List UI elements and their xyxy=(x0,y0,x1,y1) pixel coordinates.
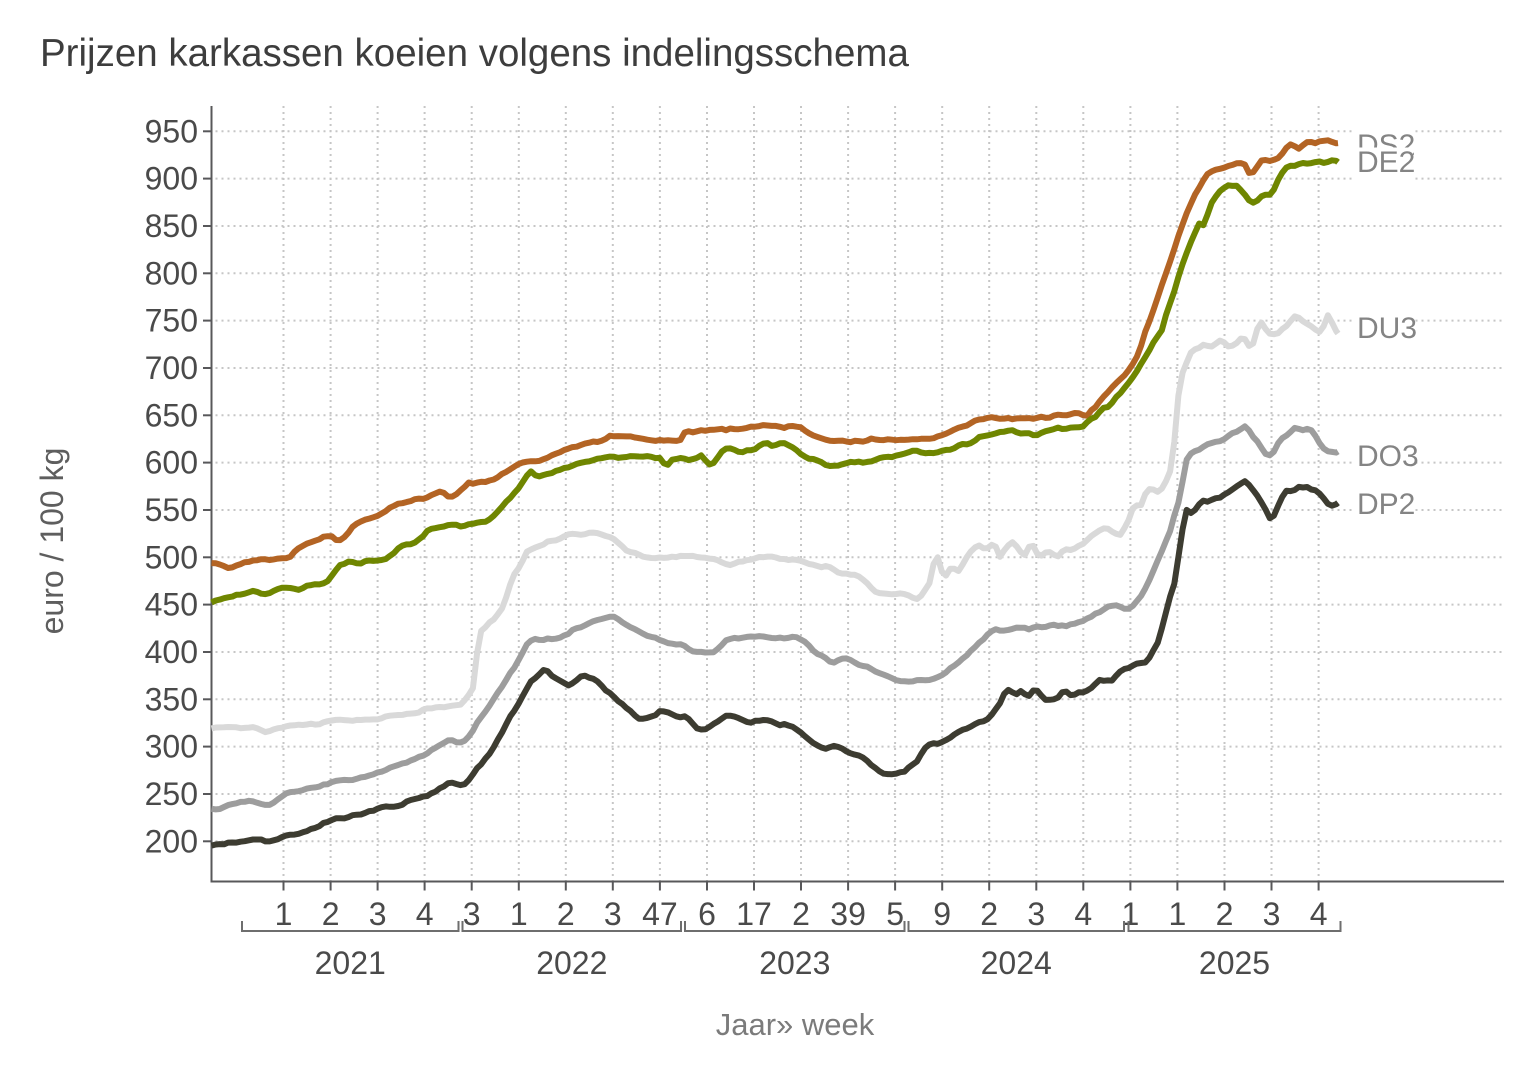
svg-text:200: 200 xyxy=(145,823,198,859)
svg-text:2023: 2023 xyxy=(759,945,830,981)
svg-text:2021: 2021 xyxy=(315,945,386,981)
svg-text:3: 3 xyxy=(369,896,387,932)
svg-text:1: 1 xyxy=(1169,896,1187,932)
svg-text:600: 600 xyxy=(145,445,198,481)
svg-text:750: 750 xyxy=(145,303,198,339)
svg-text:3: 3 xyxy=(1263,896,1281,932)
svg-text:800: 800 xyxy=(145,255,198,291)
svg-text:2: 2 xyxy=(557,896,575,932)
svg-text:DU3: DU3 xyxy=(1357,312,1417,345)
svg-text:17: 17 xyxy=(736,896,772,932)
svg-text:Jaar» week: Jaar» week xyxy=(716,1007,875,1042)
svg-text:350: 350 xyxy=(145,681,198,717)
svg-text:47: 47 xyxy=(642,896,678,932)
svg-text:2: 2 xyxy=(980,896,998,932)
svg-text:500: 500 xyxy=(145,539,198,575)
svg-text:DO3: DO3 xyxy=(1357,440,1419,473)
svg-text:400: 400 xyxy=(145,634,198,670)
svg-text:DP2: DP2 xyxy=(1357,488,1415,521)
svg-text:300: 300 xyxy=(145,729,198,765)
svg-text:Prijzen karkassen koeien volge: Prijzen karkassen koeien volgens indelin… xyxy=(40,32,909,75)
svg-text:1: 1 xyxy=(1122,896,1140,932)
svg-text:5: 5 xyxy=(886,896,904,932)
svg-text:2: 2 xyxy=(1216,896,1234,932)
svg-text:2: 2 xyxy=(322,896,340,932)
svg-text:250: 250 xyxy=(145,776,198,812)
svg-text:3: 3 xyxy=(463,896,481,932)
svg-text:900: 900 xyxy=(145,161,198,197)
svg-text:550: 550 xyxy=(145,492,198,528)
svg-text:700: 700 xyxy=(145,350,198,386)
svg-text:1: 1 xyxy=(275,896,293,932)
svg-text:3: 3 xyxy=(1027,896,1045,932)
svg-text:DE2: DE2 xyxy=(1357,146,1415,179)
svg-text:3: 3 xyxy=(604,896,622,932)
svg-text:9: 9 xyxy=(933,896,951,932)
svg-text:4: 4 xyxy=(1310,896,1328,932)
svg-text:euro / 100 kg: euro / 100 kg xyxy=(34,448,70,635)
svg-text:39: 39 xyxy=(830,896,866,932)
svg-text:2022: 2022 xyxy=(536,945,607,981)
svg-text:4: 4 xyxy=(1074,896,1092,932)
svg-text:850: 850 xyxy=(145,208,198,244)
svg-text:1: 1 xyxy=(510,896,528,932)
svg-text:2024: 2024 xyxy=(981,945,1052,981)
svg-text:450: 450 xyxy=(145,587,198,623)
svg-text:2025: 2025 xyxy=(1199,945,1270,981)
svg-text:2: 2 xyxy=(792,896,810,932)
svg-text:650: 650 xyxy=(145,397,198,433)
svg-text:6: 6 xyxy=(698,896,716,932)
svg-text:4: 4 xyxy=(416,896,434,932)
svg-text:950: 950 xyxy=(145,113,198,149)
